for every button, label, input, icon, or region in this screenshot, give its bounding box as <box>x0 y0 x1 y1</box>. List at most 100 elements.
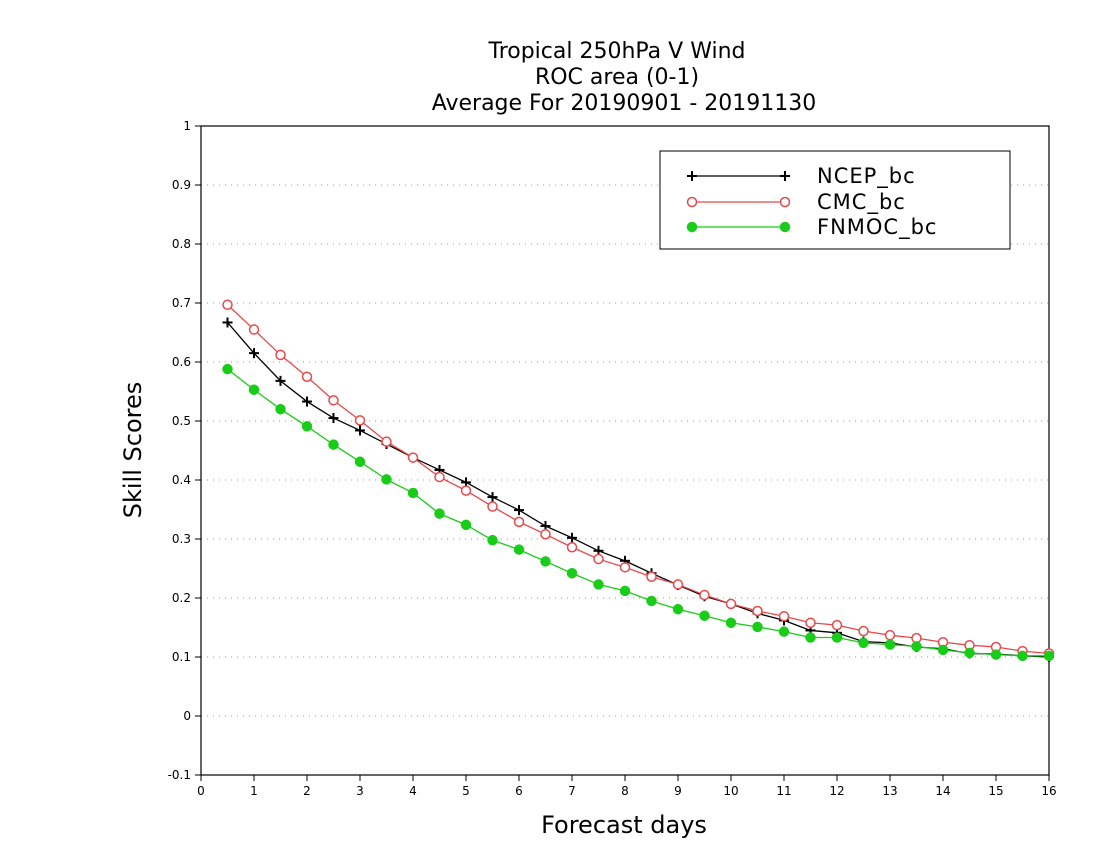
x-tick-label: 10 <box>723 784 738 798</box>
chart-title-line-1: Tropical 250hPa V Wind <box>487 39 745 64</box>
x-tick-label: 2 <box>303 784 311 798</box>
y-tick-label: 0.6 <box>172 355 191 369</box>
data-point-fnmoc-bc <box>752 621 763 633</box>
y-tick-label: 0.8 <box>172 237 191 251</box>
data-point-cmc-bc <box>540 529 551 540</box>
x-axis: 0 1 2 3 4 5 6 7 8 9 10 11 12 13 14 15 16 <box>197 775 1057 798</box>
x-tick-label: 8 <box>621 784 629 798</box>
data-point-cmc-bc <box>593 553 604 565</box>
x-tick-label: 5 <box>462 784 470 798</box>
y-tick-label: 0.1 <box>172 650 191 664</box>
data-point-cmc-bc <box>222 299 233 311</box>
y-tick-label: 0 <box>183 709 191 723</box>
data-point-fnmoc-bc <box>248 384 260 395</box>
y-tick-label: 0.2 <box>172 591 191 605</box>
y-tick-label: 0.7 <box>172 296 191 310</box>
data-point-cmc-bc <box>831 619 843 631</box>
data-point-cmc-bc <box>619 562 631 573</box>
data-point-cmc-bc <box>354 415 366 426</box>
data-point-ncep-bc <box>567 532 577 543</box>
data-point-cmc-bc <box>248 324 260 335</box>
data-point-cmc-bc <box>328 395 339 406</box>
x-tick-label: 16 <box>1041 784 1056 798</box>
legend-label: CMC_bc <box>817 190 906 215</box>
data-point-fnmoc-bc <box>275 403 286 415</box>
data-point-fnmoc-bc <box>990 649 1002 660</box>
data-point-cmc-bc <box>858 625 869 637</box>
x-tick-label: 14 <box>935 784 950 798</box>
series-line-ncep-bc <box>227 322 1050 658</box>
y-tick-label: 0.5 <box>172 414 191 428</box>
grid <box>201 184 1049 717</box>
data-point-cmc-bc <box>566 542 578 553</box>
series-cmc-bc <box>222 299 1055 659</box>
data-point-cmc-bc <box>434 471 445 483</box>
data-point-fnmoc-bc <box>884 639 896 650</box>
legend-label: FNMOC_bc <box>817 215 937 240</box>
legend-marker <box>779 221 791 233</box>
x-tick-label: 4 <box>409 784 417 798</box>
data-point-fnmoc-bc <box>328 439 339 450</box>
data-point-fnmoc-bc <box>911 641 922 652</box>
series-line-fnmoc-bc <box>227 368 1049 657</box>
x-tick-label: 3 <box>356 784 364 798</box>
data-point-fnmoc-bc <box>460 519 472 531</box>
data-point-fnmoc-bc <box>619 585 631 597</box>
data-point-cmc-bc <box>778 611 790 622</box>
chart-title: Tropical 250hPa V Wind ROC area (0-1) Av… <box>432 39 817 116</box>
x-tick-label: 7 <box>568 784 576 798</box>
data-point-cmc-bc <box>513 516 525 528</box>
y-tick-label: 1 <box>183 119 191 133</box>
data-point-cmc-bc <box>487 501 498 512</box>
series-layer <box>222 299 1055 662</box>
x-tick-label: 0 <box>197 784 205 798</box>
data-point-cmc-bc <box>725 598 737 610</box>
data-point-fnmoc-bc <box>937 644 949 656</box>
data-point-ncep-bc <box>249 348 259 359</box>
data-point-cmc-bc <box>460 485 472 496</box>
data-point-ncep-bc <box>355 425 365 436</box>
y-tick-label: -0.1 <box>168 768 191 782</box>
data-point-fnmoc-bc <box>778 626 790 637</box>
x-tick-label: 11 <box>776 784 791 798</box>
data-point-ncep-bc <box>222 317 233 328</box>
data-point-cmc-bc <box>884 629 896 641</box>
data-point-fnmoc-bc <box>301 421 313 432</box>
data-point-fnmoc-bc <box>672 603 684 615</box>
chart-title-line-2: ROC area (0-1) <box>535 65 699 90</box>
data-point-cmc-bc <box>275 349 286 361</box>
legend-marker <box>687 171 697 181</box>
x-tick-label: 13 <box>882 784 897 798</box>
data-point-fnmoc-bc <box>407 487 419 499</box>
data-point-fnmoc-bc <box>858 637 869 649</box>
data-point-ncep-bc <box>328 413 339 424</box>
legend-entry-cmc-bc: CMC_bc <box>686 190 906 215</box>
data-point-fnmoc-bc <box>540 556 551 567</box>
y-axis-title: Skill Scores <box>119 382 147 519</box>
x-tick-label: 1 <box>250 784 258 798</box>
data-point-fnmoc-bc <box>725 617 737 629</box>
data-point-fnmoc-bc <box>805 632 816 643</box>
series-ncep-bc <box>222 317 1054 662</box>
data-point-fnmoc-bc <box>222 363 233 375</box>
data-point-cmc-bc <box>407 452 419 463</box>
legend-marker <box>779 196 791 208</box>
y-axis: -0.1 0 0.1 0.2 0.3 0.4 0.5 0.6 0.7 0.8 0.9 1 <box>168 119 201 782</box>
data-point-fnmoc-bc <box>1043 650 1055 662</box>
legend-marker <box>686 221 698 233</box>
legend-label: NCEP_bc <box>817 164 916 189</box>
data-point-fnmoc-bc <box>964 647 975 659</box>
data-point-fnmoc-bc <box>354 456 366 467</box>
data-point-ncep-bc <box>275 375 286 386</box>
x-tick-label: 15 <box>988 784 1003 798</box>
data-point-ncep-bc <box>302 396 312 407</box>
data-point-fnmoc-bc <box>646 595 657 607</box>
data-point-fnmoc-bc <box>381 474 392 485</box>
x-axis-title: Forecast days <box>541 811 707 839</box>
data-point-cmc-bc <box>381 436 392 447</box>
chart-title-line-3: Average For 20190901 - 20191130 <box>432 91 817 116</box>
y-tick-label: 0.3 <box>172 532 191 546</box>
data-point-cmc-bc <box>752 605 763 617</box>
